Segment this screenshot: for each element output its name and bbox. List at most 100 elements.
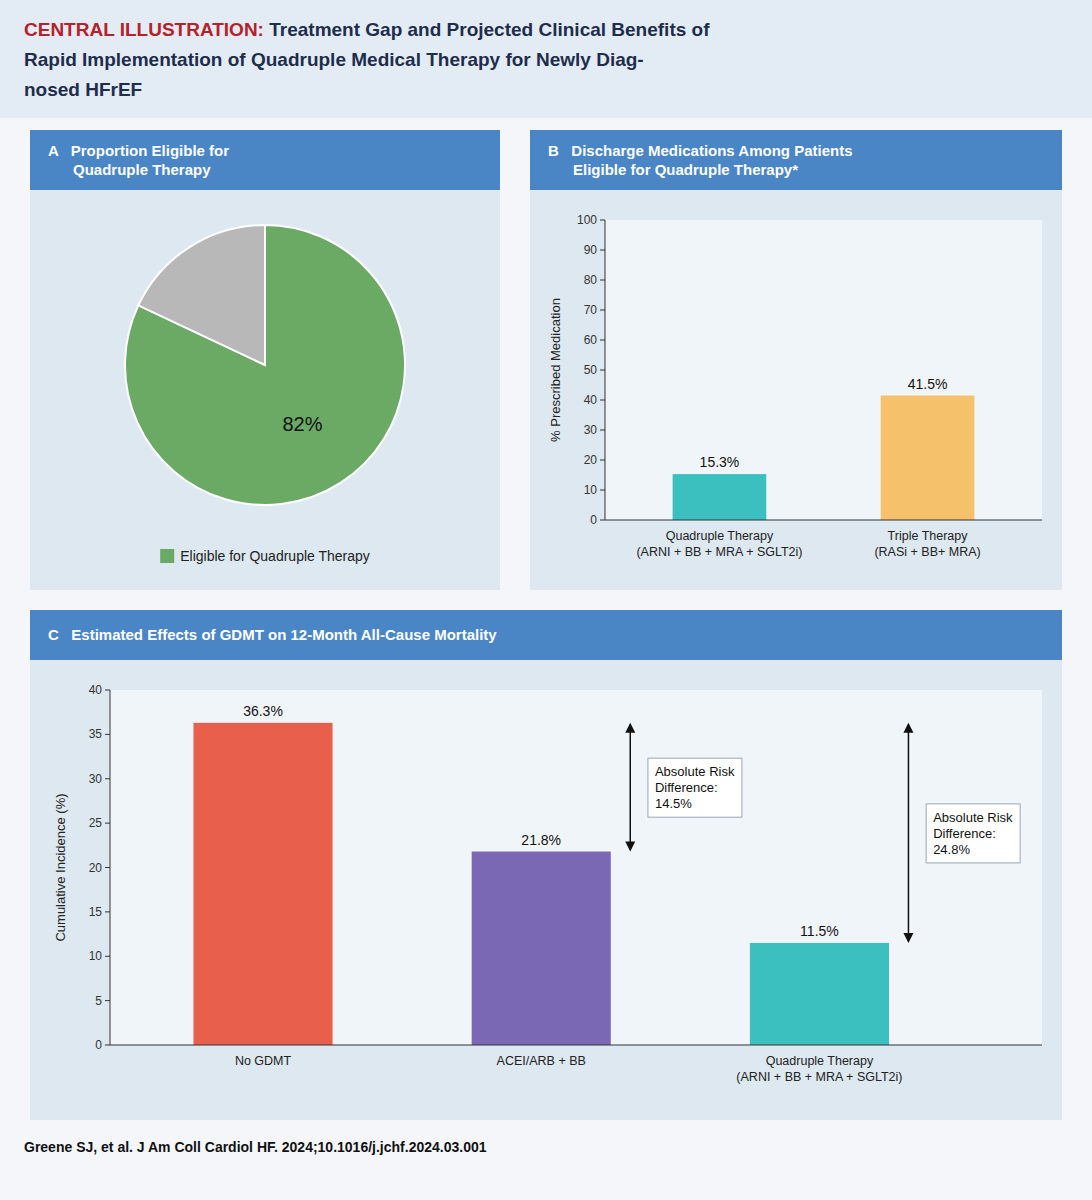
text-line: 82% (282, 413, 322, 435)
y-tick (600, 250, 605, 251)
y-tick (600, 400, 605, 401)
text-line: Difference: (933, 826, 996, 841)
bar (881, 396, 975, 521)
y-tick (105, 911, 110, 912)
text-line: 11.5% (800, 923, 839, 939)
y-tick (105, 823, 110, 824)
data-label: 36.3% (243, 703, 283, 719)
bar (673, 474, 767, 520)
arrow-head (625, 723, 635, 733)
text-line: 21.8% (521, 832, 561, 848)
text-line: Quadruple Therapy (48, 161, 211, 178)
data-label: 21.8% (521, 832, 561, 848)
y-tick (600, 490, 605, 491)
panel-title: C Estimated Effects of GDMT on 12-Month … (48, 626, 497, 643)
text-line: 41.5% (908, 376, 948, 392)
y-tick (600, 370, 605, 371)
plot-area (110, 690, 1042, 1045)
y-axis-label: % Prescribed Medication (548, 298, 563, 442)
text-line: (RASi + BB+ MRA) (874, 545, 980, 559)
y-tick (105, 956, 110, 957)
y-tick-label: 0 (590, 513, 597, 527)
y-tick (600, 310, 605, 311)
panel-background (30, 610, 1062, 1120)
text-line: Absolute Risk (933, 810, 1013, 825)
text-line: Absolute Risk (655, 764, 735, 779)
page-title: CENTRAL ILLUSTRATION: Treatment Gap and … (24, 19, 710, 100)
annotation: Absolute RiskDifference:24.8% (933, 810, 1013, 857)
data-label: 41.5% (908, 376, 948, 392)
text-line: (ARNI + BB + MRA + SGLT2i) (736, 1070, 902, 1084)
y-tick (105, 690, 110, 691)
annotation-box (648, 758, 742, 817)
bar (472, 852, 611, 1045)
y-tick (600, 220, 605, 221)
y-tick-label: 30 (89, 772, 103, 786)
y-tick-label: 90 (584, 243, 598, 257)
panel-header (530, 130, 1062, 190)
x-tick-label: Quadruple Therapy (ARNI + BB + MRA + SGLT… (736, 1054, 902, 1084)
arrow-head (903, 933, 913, 943)
bar (193, 723, 332, 1045)
difference-arrow (903, 723, 913, 943)
title-prefix: CENTRAL ILLUSTRATION: (24, 19, 264, 40)
panel-background (30, 130, 500, 590)
y-tick-label: 60 (584, 333, 598, 347)
y-tick-label: 0 (95, 1038, 102, 1052)
data-label: 82% (282, 413, 322, 435)
text-line: Triple Therapy (888, 529, 969, 543)
chart-canvas: CENTRAL ILLUSTRATION: Treatment Gap and … (0, 0, 1092, 1200)
y-tick-label: 100 (577, 213, 597, 227)
y-tick-label: 35 (89, 727, 103, 741)
text-line: Difference: (655, 780, 718, 795)
y-tick (105, 734, 110, 735)
text-line: 36.3% (243, 703, 283, 719)
pie-slice (138, 225, 265, 365)
legend-swatch (160, 549, 174, 563)
text-line: Quadruple Therapy (666, 529, 774, 543)
annotation-box (926, 804, 1020, 863)
legend: Eligible for Quadruple Therapy (160, 548, 370, 564)
text-line: Greene SJ, et al. J Am Coll Cardiol HF. … (24, 1139, 487, 1155)
text-line: B Discharge Medications Among Patients (548, 142, 853, 159)
text-line: (ARNI + BB + MRA + SGLT2i) (636, 545, 802, 559)
x-tick-label: Quadruple Therapy (ARNI + BB + MRA + SGLT… (636, 529, 802, 559)
y-tick (105, 1045, 110, 1046)
y-tick-label: 20 (89, 861, 103, 875)
y-tick-label: 25 (89, 816, 103, 830)
panel-title: A Proportion Eligible for Quadruple Ther… (48, 142, 229, 178)
y-tick-label: 5 (95, 994, 102, 1008)
bars (193, 723, 889, 1045)
y-tick (600, 340, 605, 341)
y-tick-label: 10 (584, 483, 598, 497)
arrow-shaft (630, 725, 632, 850)
panel-title: B Discharge Medications Among Patients E… (548, 142, 853, 178)
panel-header (30, 610, 1062, 660)
y-axis-label: Cumulative Incidence (%) (53, 793, 68, 941)
x-tick-label: ACEI/ARB + BB (497, 1054, 586, 1068)
data-label: 15.3% (700, 454, 740, 470)
title-line: Rapid Implementation of Quadruple Medica… (24, 49, 644, 70)
pie-slice (125, 225, 405, 505)
arrow-head (625, 842, 635, 852)
x-tick-label: No GDMT (235, 1054, 292, 1068)
x-axis-line (110, 1045, 1042, 1046)
y-tick-label: 40 (584, 393, 598, 407)
text-line: Quadruple Therapy (766, 1054, 874, 1068)
y-tick (600, 430, 605, 431)
bars (673, 396, 975, 521)
y-tick-label: 10 (89, 949, 103, 963)
y-tick-label: 80 (584, 273, 598, 287)
y-tick (105, 867, 110, 868)
panel: A Proportion Eligible for Quadruple Ther… (30, 130, 500, 590)
bar (750, 943, 889, 1045)
panel-header (30, 130, 500, 190)
title-line: CENTRAL ILLUSTRATION: Treatment Gap and … (24, 19, 710, 40)
x-tick-label: Triple Therapy (RASi + BB+ MRA) (874, 529, 980, 559)
plot-area (605, 220, 1042, 520)
text-line: ACEI/ARB + BB (497, 1054, 586, 1068)
panel-background (530, 130, 1062, 590)
y-tick (600, 460, 605, 461)
panel: C Estimated Effects of GDMT on 12-Month … (30, 610, 1062, 1120)
x-axis-line (605, 520, 1042, 521)
